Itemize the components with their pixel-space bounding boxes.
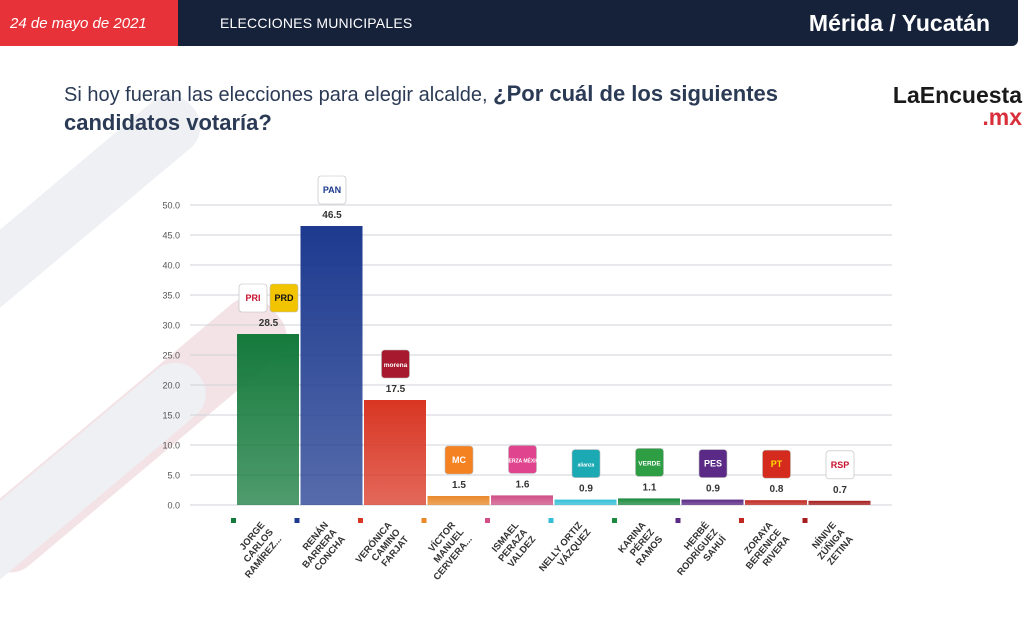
legend-marker xyxy=(675,518,681,523)
bar xyxy=(681,499,744,505)
party-logo xyxy=(635,448,664,477)
party-logo-label: PES xyxy=(704,459,722,469)
question-text: Si hoy fueran las elecciones para elegir… xyxy=(64,80,864,138)
y-tick-label: 30.0 xyxy=(162,321,180,331)
x-tick-label: NÍNIVEZÚÑIGAZETINA xyxy=(807,520,856,569)
data-label: 0.9 xyxy=(706,484,720,495)
x-tick-label: NELLY ORTIZVÁZQUEZ xyxy=(537,520,593,581)
party-logo-label: RSP xyxy=(831,460,850,470)
legend-marker xyxy=(421,518,427,523)
party-logo xyxy=(269,283,299,313)
party-logo-label: FUERZA MÉXICO xyxy=(502,456,543,464)
data-label: 0.9 xyxy=(579,484,593,495)
y-tick-label: 15.0 xyxy=(162,411,180,421)
party-logo-label: PRD xyxy=(274,293,294,303)
x-tick-label: HERBÉRODRÍGUEZSAHUÍ xyxy=(667,520,729,585)
y-tick-label: 40.0 xyxy=(162,261,180,271)
party-logo-label: morena xyxy=(384,362,408,369)
brand-name: LaEncuesta xyxy=(892,82,1022,108)
y-tick-label: 35.0 xyxy=(162,291,180,301)
y-tick-label: 20.0 xyxy=(162,381,180,391)
date-badge: 24 de mayo de 2021 xyxy=(0,0,178,46)
legend-marker xyxy=(358,518,363,523)
data-label: 46.5 xyxy=(322,210,342,221)
legend-marker xyxy=(294,518,300,523)
question-part-1: Si hoy fueran las elecciones para elegir… xyxy=(64,84,488,106)
bar xyxy=(618,498,680,505)
question-part-2: ¿Por cuál de los siguientes candidatos v… xyxy=(64,81,779,135)
data-label: 17.5 xyxy=(386,384,406,395)
party-logo xyxy=(238,283,268,313)
data-label: 0.8 xyxy=(770,484,784,495)
bar-chart: 0.0 5.0 10.0 15.0 20.0 25.0 30.0 35.0 40.0 45.0 50… xyxy=(162,175,892,585)
x-tick-label: ISMAELPERAZAVALDEZ xyxy=(488,520,539,571)
x-tick-label: VERÓNICACAMINOFARJAT xyxy=(353,519,411,579)
party-logo xyxy=(381,349,410,379)
party-logo-label: PAN xyxy=(323,185,341,195)
party-logo-label: alianza xyxy=(578,463,595,469)
bar xyxy=(554,499,617,505)
bar xyxy=(364,400,426,505)
party-logo xyxy=(317,175,347,205)
y-tick-label: 45.0 xyxy=(162,231,180,241)
x-tick-label: VÍCTORMANUELCERVERA... xyxy=(415,520,475,583)
party-logo-label: MC xyxy=(452,455,466,465)
party-logo-label: PT xyxy=(771,459,783,469)
legend-marker xyxy=(802,518,808,523)
y-tick-label: 25.0 xyxy=(162,351,180,361)
x-tick-label: KARINAPÉREZRAMOS xyxy=(616,520,665,570)
bar xyxy=(491,495,553,505)
party-logo-label: VERDE xyxy=(638,460,661,467)
legend-marker xyxy=(485,518,490,523)
party-logo xyxy=(508,445,537,474)
data-label: 1.5 xyxy=(452,480,466,491)
y-tick-label: 0.0 xyxy=(167,501,180,511)
bar xyxy=(237,334,299,505)
y-tick-label: 50.0 xyxy=(162,201,180,211)
data-label: 28.5 xyxy=(259,318,279,329)
party-logo xyxy=(825,450,855,480)
legend-marker xyxy=(612,518,617,523)
brand-tld: .mx xyxy=(982,104,1022,130)
legend-marker xyxy=(739,518,744,523)
party-logo xyxy=(444,445,474,475)
bar xyxy=(300,226,363,505)
legend-marker xyxy=(548,518,554,523)
party-logo xyxy=(571,449,601,478)
legend-marker xyxy=(231,518,236,523)
data-label: 1.1 xyxy=(643,482,657,493)
data-label: 1.6 xyxy=(516,479,530,490)
x-tick-label: ZORAYABERENICERIVERA xyxy=(735,520,792,579)
data-label: 0.7 xyxy=(833,485,847,496)
x-tick-label: JORGECARLOSRAMÍREZ... xyxy=(226,520,284,580)
party-logo xyxy=(698,449,728,478)
party-logo xyxy=(762,449,791,479)
location-title: Mérida / Yucatán xyxy=(808,9,990,36)
section-title: ELECCIONES MUNICIPALES xyxy=(220,15,413,31)
y-tick-label: 5.0 xyxy=(167,471,180,481)
y-tick-label: 10.0 xyxy=(162,441,180,451)
bar xyxy=(745,500,807,505)
bar xyxy=(427,496,490,505)
brand-logo: LaEncuesta .mx xyxy=(872,82,1022,130)
x-tick-label: RENÁNBARRERACONCHA xyxy=(292,520,348,578)
party-logo-label: PRI xyxy=(245,293,260,303)
bar xyxy=(808,500,871,505)
